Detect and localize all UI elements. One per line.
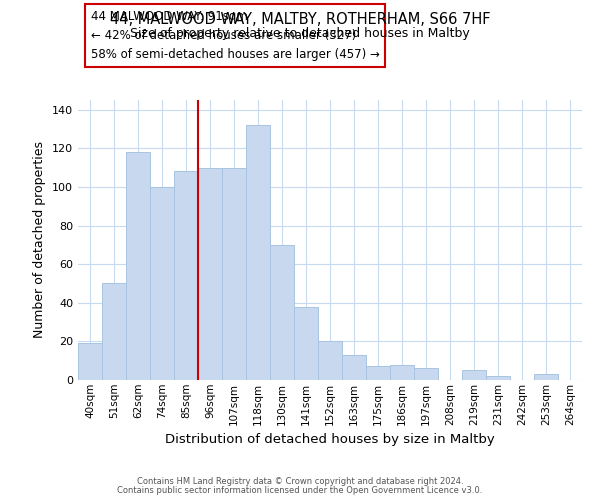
Bar [150, 187, 174, 380]
Bar [174, 172, 198, 380]
Text: 44, MALWOOD WAY, MALTBY, ROTHERHAM, S66 7HF: 44, MALWOOD WAY, MALTBY, ROTHERHAM, S66 … [110, 12, 490, 28]
Bar [270, 245, 294, 380]
Text: 44 MALWOOD WAY: 91sqm
← 42% of detached houses are smaller (327)
58% of semi-det: 44 MALWOOD WAY: 91sqm ← 42% of detached … [91, 10, 379, 62]
X-axis label: Distribution of detached houses by size in Maltby: Distribution of detached houses by size … [165, 433, 495, 446]
Bar [78, 344, 102, 380]
Bar [534, 374, 558, 380]
Text: Contains HM Land Registry data © Crown copyright and database right 2024.: Contains HM Land Registry data © Crown c… [137, 477, 463, 486]
Bar [366, 366, 390, 380]
Bar [198, 168, 222, 380]
Bar [390, 364, 414, 380]
Text: Size of property relative to detached houses in Maltby: Size of property relative to detached ho… [130, 28, 470, 40]
Text: Contains public sector information licensed under the Open Government Licence v3: Contains public sector information licen… [118, 486, 482, 495]
Bar [222, 168, 246, 380]
Bar [102, 284, 126, 380]
Bar [486, 376, 510, 380]
Bar [414, 368, 438, 380]
Bar [342, 355, 366, 380]
Bar [294, 306, 318, 380]
Bar [126, 152, 150, 380]
Bar [462, 370, 486, 380]
Bar [246, 125, 270, 380]
Bar [318, 342, 342, 380]
Y-axis label: Number of detached properties: Number of detached properties [34, 142, 46, 338]
